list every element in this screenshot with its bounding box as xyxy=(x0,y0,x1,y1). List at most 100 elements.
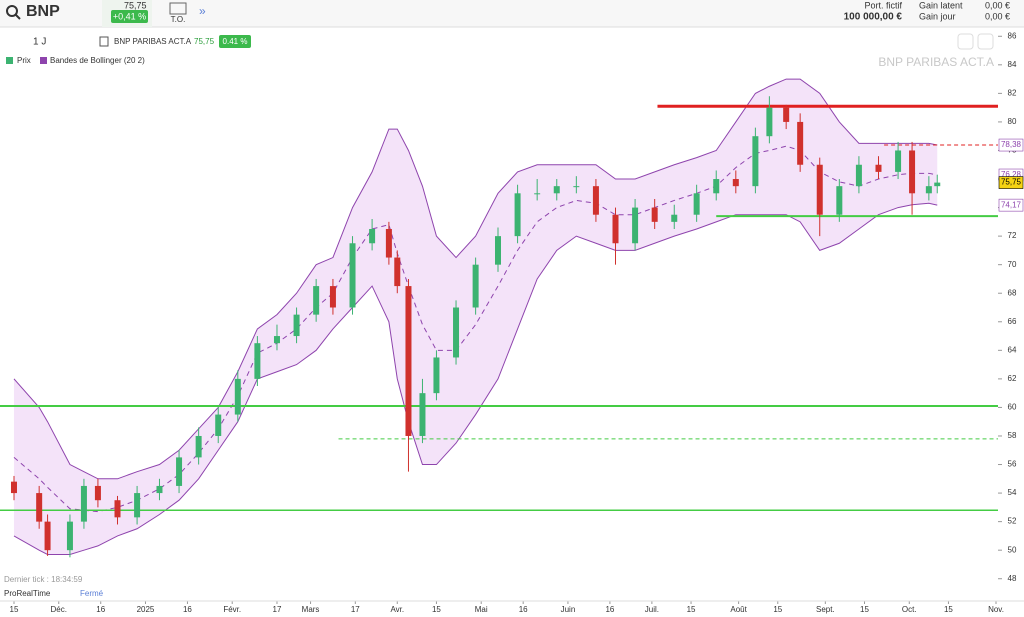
candle-body xyxy=(36,493,43,522)
candle-body xyxy=(349,243,356,308)
candle-body xyxy=(713,179,720,194)
y-tick-label: 60 xyxy=(1008,403,1017,412)
to-label[interactable]: T.O. xyxy=(171,15,186,24)
brand: ProRealTime xyxy=(4,589,51,598)
candle-body xyxy=(313,286,320,315)
candle-body xyxy=(612,214,619,244)
x-tick-label: 15 xyxy=(432,605,441,614)
y-tick-label: 82 xyxy=(1008,88,1017,97)
last-tick: Dernier tick : 18:34:59 xyxy=(4,575,83,584)
x-tick-label: 16 xyxy=(96,605,105,614)
candle-body xyxy=(94,485,101,501)
y-tick-label: 84 xyxy=(1008,60,1017,69)
y-tick-label: 68 xyxy=(1008,288,1017,297)
gain-latent-label: Gain latent xyxy=(919,0,963,10)
search-icon[interactable] xyxy=(14,13,21,20)
x-tick-label: Oct. xyxy=(902,605,917,614)
x-tick-label: Juin xyxy=(561,605,576,614)
x-tick-label: Mars xyxy=(302,605,320,614)
candle-body xyxy=(394,257,401,287)
search-icon[interactable] xyxy=(6,5,18,17)
candle-body xyxy=(651,207,658,222)
x-tick-label: 15 xyxy=(944,605,953,614)
toolbar-change-badge xyxy=(219,35,251,48)
candle-body xyxy=(66,521,73,551)
candle-body xyxy=(732,179,739,187)
instrument[interactable]: BNP PARIBAS ACT.A xyxy=(114,37,192,46)
price-tag-label: 76,28 xyxy=(1001,170,1022,179)
x-tick-label: 16 xyxy=(605,605,614,614)
expand-icon[interactable]: » xyxy=(199,4,206,18)
candle-body xyxy=(783,107,790,122)
candle-body xyxy=(10,481,17,494)
x-tick-label: 15 xyxy=(687,605,696,614)
y-tick-label: 50 xyxy=(1008,545,1017,554)
candle-body xyxy=(909,150,916,194)
candle-body xyxy=(385,228,392,258)
candle-body xyxy=(234,378,241,415)
toolbar-price: 75,75 xyxy=(194,37,215,46)
candle-body xyxy=(329,286,336,308)
band-upper xyxy=(13,78,938,480)
candle-body xyxy=(895,150,902,172)
window-button[interactable] xyxy=(977,33,994,50)
watermark: BNP PARIBAS ACT.A xyxy=(878,55,994,69)
band-lower xyxy=(13,202,938,555)
x-tick-label: Févr. xyxy=(223,605,241,614)
symbol[interactable]: BNP xyxy=(26,3,60,20)
candle-body xyxy=(855,164,862,187)
price-tag-label: 78,38 xyxy=(1001,140,1022,149)
candle-body xyxy=(472,264,479,308)
portfolio-label: Port. fictif xyxy=(864,0,902,10)
legend-swatch xyxy=(6,57,13,64)
candle-body xyxy=(419,393,426,436)
y-tick-label: 58 xyxy=(1008,431,1017,440)
candle-body xyxy=(156,485,163,494)
candle-body xyxy=(134,493,141,518)
header-price: 75,75 xyxy=(124,0,147,10)
y-tick-label: 52 xyxy=(1008,517,1017,526)
x-tick-label: Mai xyxy=(475,605,488,614)
x-tick-label: Août xyxy=(730,605,747,614)
x-tick-label: Avr. xyxy=(390,605,404,614)
candle-body xyxy=(293,314,300,337)
legend-swatch xyxy=(40,57,47,64)
candle-body xyxy=(514,193,521,237)
candle-body xyxy=(925,186,932,194)
candle-body xyxy=(369,228,376,244)
candle-body xyxy=(195,435,202,458)
band-area xyxy=(13,79,938,555)
y-tick-label: 66 xyxy=(1008,317,1017,326)
candle-body xyxy=(44,521,51,551)
legend-label[interactable]: Prix xyxy=(17,56,31,65)
candle-body xyxy=(553,186,560,194)
price-tag xyxy=(998,176,1024,189)
y-tick-label: 86 xyxy=(1008,31,1017,40)
x-tick-label: 15 xyxy=(10,605,19,614)
legend-label[interactable]: Bandes de Bollinger (20 2) xyxy=(50,56,145,65)
period[interactable]: 1 J xyxy=(33,37,46,48)
price-tag xyxy=(998,198,1024,212)
candle-body xyxy=(254,343,261,379)
header-change: +0,41 % xyxy=(113,11,146,21)
candle-body xyxy=(176,457,183,486)
candle-body xyxy=(816,164,823,215)
x-tick-label: Sept. xyxy=(816,605,835,614)
x-tick-label: 2025 xyxy=(137,605,155,614)
to-icon[interactable] xyxy=(169,2,187,15)
gain-latent-value: 0,00 € xyxy=(985,0,1010,10)
settings-button[interactable] xyxy=(957,33,974,50)
candle-body xyxy=(215,414,222,436)
candle-body xyxy=(934,182,941,187)
x-tick-label: Déc. xyxy=(51,605,67,614)
y-tick-label: 64 xyxy=(1008,345,1017,354)
instrument-icon xyxy=(99,36,109,47)
toolbar-change: 0.41 % xyxy=(223,37,248,46)
candle-body xyxy=(797,121,804,165)
x-tick-label: 15 xyxy=(773,605,782,614)
x-tick-label: 17 xyxy=(351,605,360,614)
portfolio-value: 100 000,00 € xyxy=(844,12,903,23)
candle-body xyxy=(273,336,280,344)
y-tick-label: 56 xyxy=(1008,460,1017,469)
